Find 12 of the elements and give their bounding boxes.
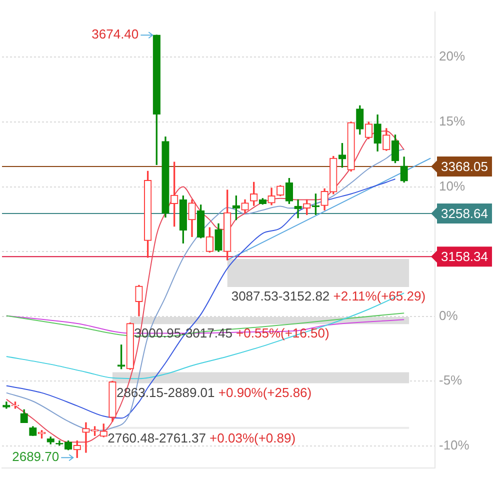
y-tick-label: 15% <box>439 114 466 129</box>
band-label: 2760.48-2761.37 +0.03%(+0.89) <box>108 430 296 446</box>
text: 3258.64 <box>441 206 488 222</box>
text: 3368.05 <box>441 159 488 174</box>
y-tick-label: 0% <box>439 308 458 323</box>
y-tick-label: 10% <box>439 178 466 194</box>
annotation: 2689.70 <box>12 449 60 464</box>
y-tick-label: -10% <box>439 438 470 453</box>
text: 3158.34 <box>441 249 488 264</box>
y-tick-label: 20% <box>439 48 466 64</box>
annotation: 3674.40 <box>92 26 139 42</box>
y-tick-label: -5% <box>439 372 463 388</box>
